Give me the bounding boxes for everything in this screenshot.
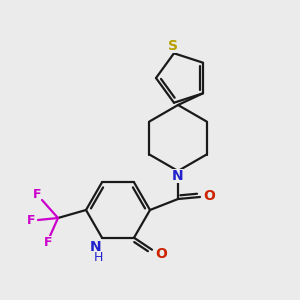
- Text: O: O: [155, 247, 167, 261]
- Text: F: F: [44, 236, 52, 248]
- Text: S: S: [168, 39, 178, 53]
- Text: F: F: [33, 188, 41, 202]
- Text: F: F: [27, 214, 35, 226]
- Text: N: N: [172, 169, 184, 183]
- Text: O: O: [203, 189, 215, 203]
- Text: N: N: [90, 240, 102, 254]
- Text: H: H: [93, 251, 103, 264]
